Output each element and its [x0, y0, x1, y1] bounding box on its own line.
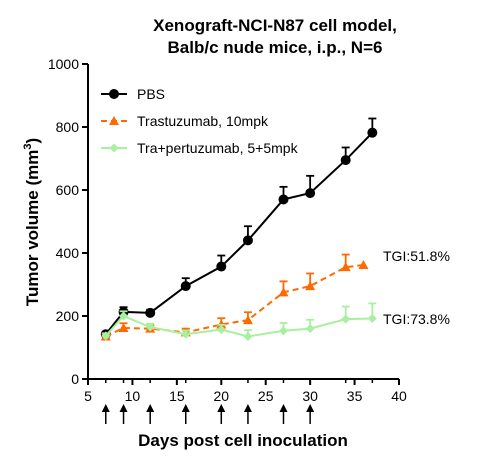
- series-line: [105, 314, 373, 338]
- legend-entry: Trastuzumab, 10mpk: [137, 113, 269, 129]
- data-point: [145, 322, 155, 332]
- dosing-arrow: [279, 404, 288, 424]
- dosing-arrow-head: [146, 404, 155, 412]
- y-tick-label: 600: [56, 182, 80, 198]
- data-point: [340, 262, 351, 272]
- data-point: [118, 322, 129, 332]
- tgi-annotation: TGI:51.8%: [383, 248, 450, 264]
- y-axis-label-end: ): [23, 138, 42, 144]
- y-tick-label: 400: [56, 245, 80, 261]
- data-point: [305, 281, 316, 291]
- data-point: [367, 314, 377, 324]
- chart-title-line-1: Xenograft-NCI-N87 cell model,: [153, 16, 397, 35]
- dosing-arrow-head: [243, 404, 252, 412]
- dosing-arrow: [181, 404, 190, 424]
- dosing-arrow-head: [217, 404, 226, 412]
- series-layer: [100, 117, 378, 341]
- legend-marker: [109, 143, 119, 153]
- series-0: [100, 117, 378, 340]
- y-tick-label: 800: [56, 119, 80, 135]
- data-point: [278, 326, 288, 336]
- dosing-arrow-head: [306, 404, 315, 412]
- data-point: [305, 324, 315, 334]
- dosing-arrow: [217, 404, 226, 424]
- y-tick-label: 0: [71, 371, 79, 387]
- dosing-arrows: [101, 404, 315, 424]
- dosing-arrow-head: [101, 404, 110, 412]
- x-tick-label: 20: [213, 388, 229, 404]
- y-axis-label: Tumor volume (mm3): [22, 138, 42, 306]
- x-tick-label: 35: [347, 388, 363, 404]
- y-axis-label-main: Tumor volume (mm: [23, 150, 42, 306]
- dosing-arrow-head: [279, 404, 288, 412]
- legend-marker: [109, 116, 119, 125]
- y-axis-label-superscript: 3: [22, 144, 34, 150]
- axes: 0 200 400 600 800 1000 5 10 15 20 25 30 35 40: [48, 56, 407, 404]
- x-tick-label: 15: [169, 388, 185, 404]
- legend-entry: PBS: [137, 86, 165, 102]
- y-tick-label: 1000: [48, 56, 79, 72]
- series-2: [101, 302, 377, 341]
- data-point: [278, 194, 289, 205]
- dosing-arrow: [146, 404, 155, 424]
- data-point: [340, 155, 351, 166]
- x-tick-label: 5: [84, 388, 92, 404]
- data-point: [367, 127, 378, 138]
- dosing-arrow: [306, 404, 315, 424]
- legend: PBS Trastuzumab, 10mpk Tra+pertuzumab, 5+5…: [101, 86, 299, 156]
- data-point: [305, 188, 316, 199]
- x-axis-label: Days post cell inoculation: [138, 431, 348, 450]
- data-point: [242, 315, 253, 325]
- x-tick-label: 30: [302, 388, 318, 404]
- data-point: [119, 311, 129, 321]
- x-tick-label: 25: [258, 388, 274, 404]
- legend-marker: [109, 89, 119, 99]
- annotations: TGI:51.8% TGI:73.8%: [383, 248, 450, 327]
- chart-title-line-2: Balb/c nude mice, i.p., N=6: [168, 38, 383, 57]
- data-point: [180, 281, 191, 292]
- y-tick-label: 200: [56, 308, 80, 324]
- dosing-arrow: [101, 404, 110, 424]
- series-line: [104, 131, 374, 335]
- tgi-annotation: TGI:73.8%: [383, 311, 450, 327]
- data-point: [216, 261, 227, 272]
- dosing-arrow: [243, 404, 252, 424]
- data-point: [242, 235, 253, 246]
- dosing-arrow-head: [181, 404, 190, 412]
- data-point: [358, 259, 369, 269]
- x-tick-label: 10: [125, 388, 141, 404]
- data-point: [243, 331, 253, 341]
- data-point: [145, 307, 156, 318]
- data-point: [341, 314, 351, 324]
- dosing-arrow-head: [119, 404, 128, 412]
- dosing-arrow: [119, 404, 128, 424]
- series-1: [100, 253, 369, 341]
- x-tick-label: 40: [391, 388, 407, 404]
- data-point: [101, 331, 111, 341]
- data-point: [181, 329, 191, 339]
- legend-entry: Tra+pertuzumab, 5+5mpk: [137, 140, 299, 156]
- data-point: [216, 325, 226, 335]
- data-point: [278, 287, 289, 297]
- series-line: [105, 263, 364, 338]
